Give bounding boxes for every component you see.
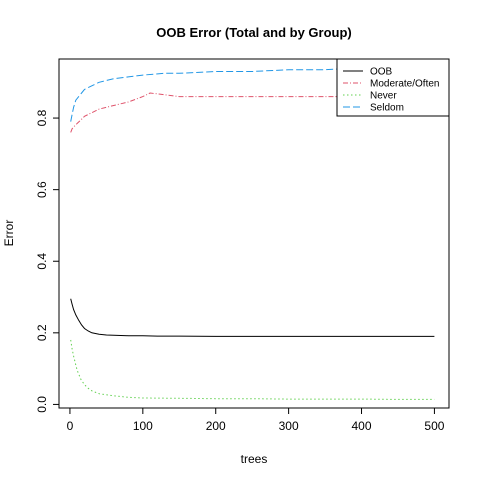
x-axis-label: trees — [241, 452, 268, 466]
y-tick-label: 0.4 — [35, 253, 49, 270]
chart-title: OOB Error (Total and by Group) — [156, 25, 351, 40]
x-tick-label: 100 — [133, 419, 153, 433]
series-layer — [70, 67, 435, 400]
series-line-2 — [70, 339, 435, 400]
x-tick-label: 400 — [352, 419, 372, 433]
series-line-3 — [70, 67, 435, 122]
x-tick-label: 0 — [67, 419, 74, 433]
y-axis: 0.0 0.2 0.4 0.6 0.8 — [35, 109, 60, 413]
y-tick-label: 0.0 — [35, 396, 49, 413]
y-tick-label: 0.8 — [35, 109, 49, 126]
legend-label: Never — [370, 91, 397, 102]
y-axis-label: Error — [2, 220, 16, 247]
legend-label: OOB — [370, 67, 393, 78]
x-tick-label: 300 — [279, 419, 299, 433]
legend-label: Seldom — [370, 103, 404, 114]
y-tick-label: 0.2 — [35, 324, 49, 341]
y-tick-label: 0.6 — [35, 181, 49, 198]
series-line-0 — [70, 298, 435, 337]
x-axis: 0 100 200 300 400 500 — [67, 407, 445, 433]
legend-label: Moderate/Often — [370, 79, 439, 90]
series-line-1 — [70, 92, 435, 133]
x-tick-label: 200 — [206, 419, 226, 433]
x-tick-label: 500 — [424, 419, 444, 433]
